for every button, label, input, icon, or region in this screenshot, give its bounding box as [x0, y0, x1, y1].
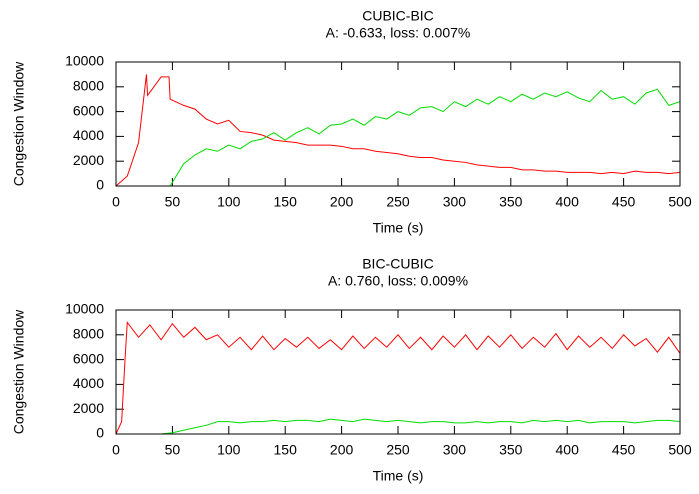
x-tick-label: 0	[112, 442, 120, 458]
y-tick-label: 6000	[73, 350, 104, 366]
x-tick-label: 50	[165, 194, 181, 210]
chart-title: CUBIC-BIC	[362, 8, 434, 24]
y-tick-label: 2000	[73, 152, 104, 168]
y-tick-label: 10000	[65, 301, 104, 317]
x-tick-label: 350	[499, 194, 523, 210]
y-axis-label: Congestion Window	[11, 61, 27, 186]
chart-subtitle: A: -0.633, loss: 0.007%	[326, 25, 471, 41]
x-axis-label: Time (s)	[373, 468, 424, 484]
y-tick-label: 2000	[73, 400, 104, 416]
y-tick-label: 0	[96, 425, 104, 441]
y-tick-label: 10000	[65, 53, 104, 69]
y-tick-label: 4000	[73, 127, 104, 143]
y-axis-label: Congestion Window	[11, 309, 27, 434]
line-series	[116, 418, 681, 435]
x-tick-label: 150	[274, 194, 298, 210]
plot-frame	[115, 61, 681, 187]
chart-subtitle: A: 0.760, loss: 0.009%	[328, 273, 468, 289]
x-tick-label: 100	[217, 194, 241, 210]
y-tick-label: 8000	[73, 326, 104, 342]
plot-frame	[115, 309, 681, 435]
x-tick-label: 500	[668, 194, 692, 210]
chart-title: BIC-CUBIC	[362, 256, 434, 272]
x-tick-label: 300	[443, 194, 467, 210]
y-tick-label: 4000	[73, 375, 104, 391]
x-tick-label: 200	[330, 442, 354, 458]
line-series	[116, 88, 681, 187]
x-tick-label: 400	[556, 194, 580, 210]
y-tick-label: 8000	[73, 78, 104, 94]
x-tick-label: 300	[443, 442, 467, 458]
x-tick-label: 450	[612, 194, 636, 210]
x-tick-label: 250	[386, 194, 410, 210]
x-tick-label: 350	[499, 442, 523, 458]
y-tick-label: 6000	[73, 102, 104, 118]
x-tick-label: 150	[274, 442, 298, 458]
line-series	[115, 74, 681, 187]
x-tick-label: 450	[612, 442, 636, 458]
x-tick-label: 400	[556, 442, 580, 458]
x-tick-label: 200	[330, 194, 354, 210]
x-tick-label: 250	[386, 442, 410, 458]
x-tick-label: 100	[217, 442, 241, 458]
x-axis-label: Time (s)	[373, 220, 424, 236]
x-tick-label: 500	[668, 442, 692, 458]
x-tick-label: 50	[165, 442, 181, 458]
line-series	[115, 321, 681, 435]
x-tick-label: 0	[112, 194, 120, 210]
y-tick-label: 0	[96, 177, 104, 193]
